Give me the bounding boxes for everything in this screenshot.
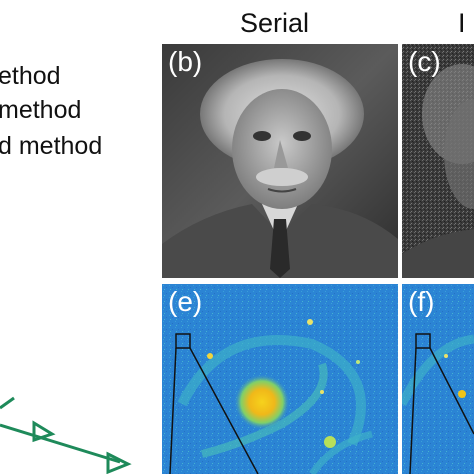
zoom-line-right (429, 347, 474, 435)
portrait-noisy-image (402, 44, 474, 278)
column-title-serial: Serial (240, 8, 310, 38)
panel-c: (c) (402, 44, 474, 278)
column-title-clipped: I (458, 8, 466, 38)
galaxy-image (162, 284, 398, 474)
panel-label-c: (c) (408, 46, 441, 77)
panel-label-f: (f) (408, 286, 435, 317)
plot-line-segment-2 (0, 423, 121, 464)
panel-f: (f) (402, 284, 474, 474)
panel-e: (e) (162, 284, 398, 474)
legend-entry-2: method (0, 96, 82, 124)
zoom-line-left (169, 347, 177, 474)
panel-label-b: (b) (168, 46, 203, 77)
plot-line-series (0, 396, 132, 474)
plot-line-segment-1 (0, 396, 15, 410)
zoom-box (415, 333, 431, 349)
legend-entry-3: d method (0, 132, 103, 160)
zoom-line-left (409, 347, 417, 474)
panel-label-e: (e) (168, 286, 203, 317)
galaxy-image-cropped (402, 284, 474, 474)
plot-marker-arrow-1 (32, 420, 56, 443)
plot-marker-arrow-2 (106, 451, 132, 474)
panel-b: (b) (162, 44, 398, 278)
zoom-box (175, 333, 191, 349)
legend-entry-1: ethod (0, 62, 61, 90)
portrait-image (162, 44, 398, 278)
zoom-line-right (189, 347, 259, 474)
